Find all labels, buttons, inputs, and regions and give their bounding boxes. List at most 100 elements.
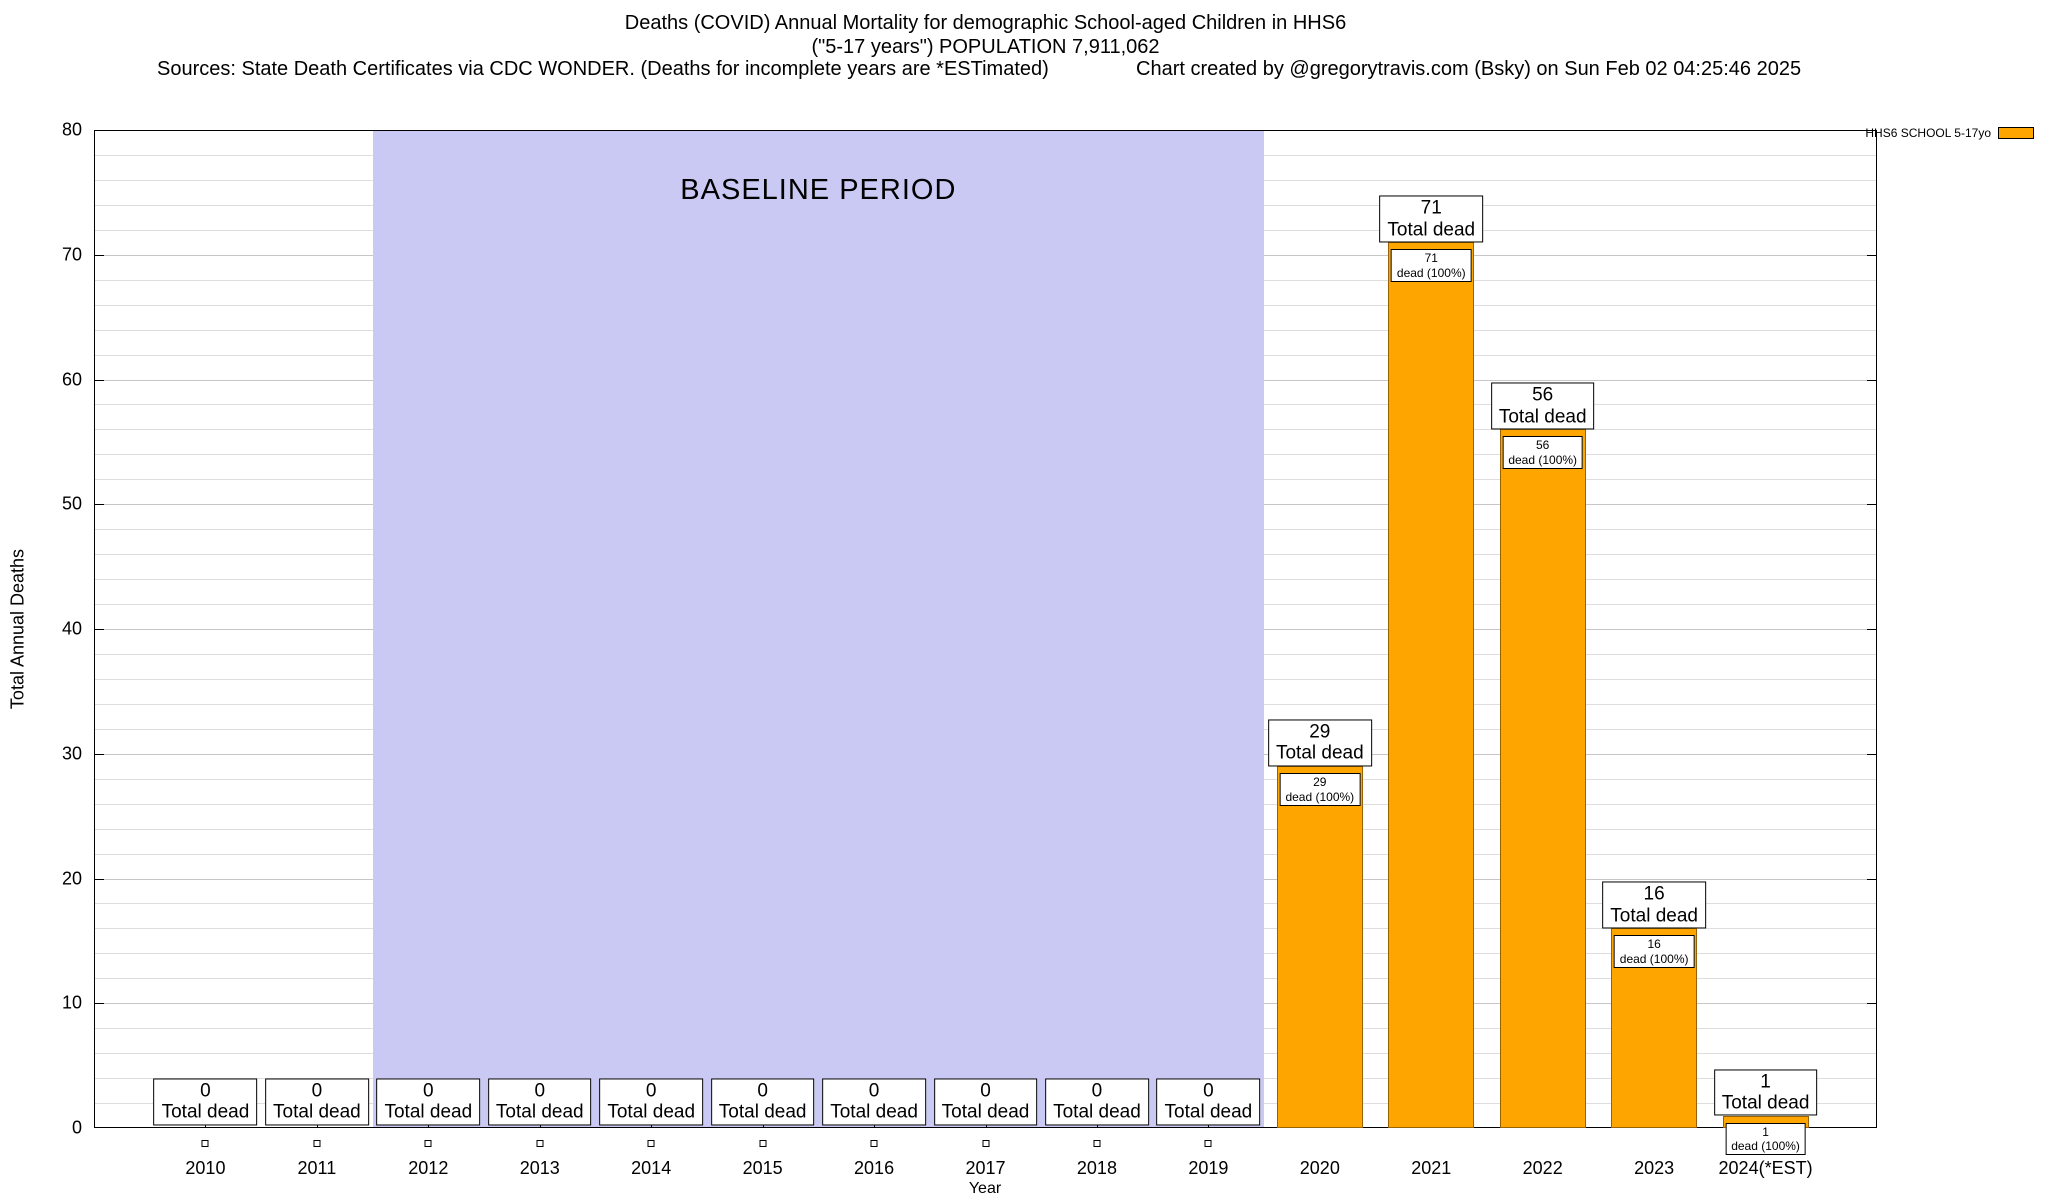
zero-marker-2015: [759, 1140, 767, 1147]
bar-total-label-2017-line1: 0: [980, 1080, 991, 1102]
bar-total-label-2022: 56 Total dead: [1490, 382, 1595, 430]
bar-inner-label-2021-line1: 71: [1424, 251, 1438, 266]
bar-inner-label-2022: 56 dead (100%): [1502, 436, 1584, 470]
y-tick-mark: [1867, 878, 1876, 880]
x-tick-label: 2011: [297, 1158, 337, 1178]
bar-total-label-2018-line1: 0: [1091, 1080, 1103, 1102]
y-tick-label: 10: [61, 992, 82, 1013]
x-tick-label: 2013: [519, 1158, 560, 1178]
bar-total-label-2013: 0 Total dead: [487, 1078, 592, 1125]
bar-inner-label-2020-line2: dead (100%): [1285, 789, 1355, 804]
y-tick-mark: [1867, 379, 1876, 381]
y-tick-label: 30: [61, 743, 82, 764]
zero-marker-2016: [870, 1140, 878, 1147]
bar-total-label-2013-line2: Total dead: [495, 1101, 584, 1123]
y-tick-mark: [95, 254, 104, 256]
bar-total-label-2012-line2: Total dead: [384, 1101, 473, 1123]
zero-marker-2017: [982, 1140, 989, 1147]
legend-swatch: [1998, 127, 2034, 139]
chart-subtitle: ("5-17 years") POPULATION 7,911,062: [811, 36, 1160, 58]
bar-inner-label-2023: 16 dead (100%): [1613, 935, 1695, 969]
x-tick-label: 2021: [1411, 1158, 1452, 1178]
bar-total-label-2010: 0 Total dead: [153, 1078, 258, 1125]
bar-total-label-2012: 0 Total dead: [376, 1078, 481, 1125]
bar-inner-label-2020-line1: 29: [1313, 775, 1327, 790]
legend: HHS6 SCHOOL 5-17yo: [1865, 126, 2034, 140]
chart-title: Deaths (COVID) Annual Mortality for demo…: [624, 12, 1347, 34]
bar-total-label-2015: 0 Total dead: [710, 1078, 815, 1125]
bar-total-label-2014-line1: 0: [645, 1080, 657, 1102]
y-tick-mark: [95, 379, 104, 381]
bar-total-label-2011: 0 Total dead: [265, 1078, 369, 1125]
bar-total-label-2016-line1: 0: [868, 1080, 880, 1102]
y-tick-label: 40: [61, 618, 82, 639]
bar-total-label-2024(*EST)-line1: 1: [1760, 1070, 1771, 1092]
bar-total-label-2019-line1: 0: [1203, 1080, 1214, 1102]
bar-total-label-2023-line2: Total dead: [1610, 905, 1698, 927]
x-tick-label: 2023: [1634, 1158, 1675, 1178]
bar-total-label-2018-line2: Total dead: [1053, 1101, 1141, 1123]
y-tick-label: 60: [61, 369, 82, 389]
baseline-region: [372, 130, 1265, 1128]
y-tick-mark: [1867, 254, 1876, 256]
bar-total-label-2018: 0 Total dead: [1045, 1078, 1149, 1125]
bar-inner-label-2022-line2: dead (100%): [1508, 452, 1578, 467]
bar-inner-label-2020: 29 dead (100%): [1279, 773, 1361, 806]
y-tick-mark: [1867, 504, 1876, 506]
bar-total-label-2011-line1: 0: [311, 1080, 323, 1102]
y-tick-mark: [1867, 629, 1876, 630]
sources-note: Sources: State Death Certificates via CD…: [157, 58, 1049, 80]
y-tick-mark: [1867, 753, 1876, 755]
zero-marker-2014: [647, 1140, 655, 1147]
bar-total-label-2021-line2: Total dead: [1387, 219, 1476, 240]
x-tick-label: 2019: [1188, 1158, 1229, 1178]
bar-total-label-2020-line1: 29: [1309, 721, 1331, 743]
bar-inner-label-2021-line2: dead (100%): [1396, 265, 1466, 280]
bar-inner-label-2024(*EST)-line1: 1: [1762, 1124, 1769, 1139]
bar-total-label-2010-line2: Total dead: [161, 1101, 250, 1123]
bar-total-label-2012-line1: 0: [423, 1080, 434, 1102]
bar-total-label-2010-line1: 0: [200, 1080, 211, 1102]
x-tick-label: 2022: [1522, 1158, 1563, 1178]
zero-marker-2011: [313, 1140, 321, 1147]
bar-total-label-2020: 29 Total dead: [1267, 719, 1372, 767]
bar-inner-label-2024(*EST)-line2: dead (100%): [1731, 1138, 1800, 1153]
zero-marker-2013: [536, 1140, 544, 1147]
y-tick-label: 80: [61, 119, 82, 140]
x-axis-title: Year: [968, 1180, 1002, 1197]
y-tick-mark: [95, 504, 104, 506]
x-tick-label: 2012: [408, 1158, 449, 1178]
credit-note: Chart created by @gregorytravis.com (Bsk…: [1136, 58, 1802, 80]
bar-total-label-2016-line2: Total dead: [830, 1101, 918, 1123]
legend-series-label: HHS6 SCHOOL 5-17yo: [1865, 126, 1991, 140]
bar-total-label-2014: 0 Total dead: [599, 1078, 704, 1125]
bar-total-label-2013-line1: 0: [534, 1080, 546, 1102]
x-tick-label: 2020: [1299, 1158, 1340, 1178]
zero-marker-2019: [1204, 1140, 1212, 1147]
bar-inner-label-2022-line1: 56: [1536, 438, 1550, 453]
x-tick-label: 2024(*EST): [1718, 1158, 1813, 1178]
zero-marker-2012: [424, 1140, 432, 1147]
bar-2021: [1388, 242, 1475, 1128]
bar-total-label-2024(*EST)-line2: Total dead: [1721, 1092, 1810, 1114]
bar-inner-label-2021: 71 dead (100%): [1390, 249, 1472, 283]
y-tick-mark: [95, 1003, 104, 1005]
bar-total-label-2019: 0 Total dead: [1156, 1078, 1261, 1125]
bar-total-label-2022-line1: 56: [1532, 384, 1554, 406]
bar-total-label-2023-line1: 16: [1643, 883, 1665, 905]
bar-total-label-2023: 16 Total dead: [1602, 881, 1706, 929]
bar-total-label-2021: 71 Total dead: [1379, 195, 1484, 243]
y-tick-mark: [95, 629, 104, 630]
bar-total-label-2016: 0 Total dead: [822, 1078, 926, 1125]
y-tick-mark: [95, 878, 104, 880]
bar-2020: [1276, 766, 1363, 1128]
bar-total-label-2015-line1: 0: [757, 1080, 768, 1102]
bar-total-label-2020-line2: Total dead: [1275, 742, 1364, 764]
x-tick-label: 2018: [1076, 1158, 1117, 1178]
bar-total-label-2021-line1: 71: [1420, 197, 1442, 219]
x-tick-label: 2010: [185, 1158, 226, 1178]
baseline-period-label: BASELINE PERIOD: [680, 174, 957, 206]
y-tick-label: 50: [61, 493, 82, 514]
